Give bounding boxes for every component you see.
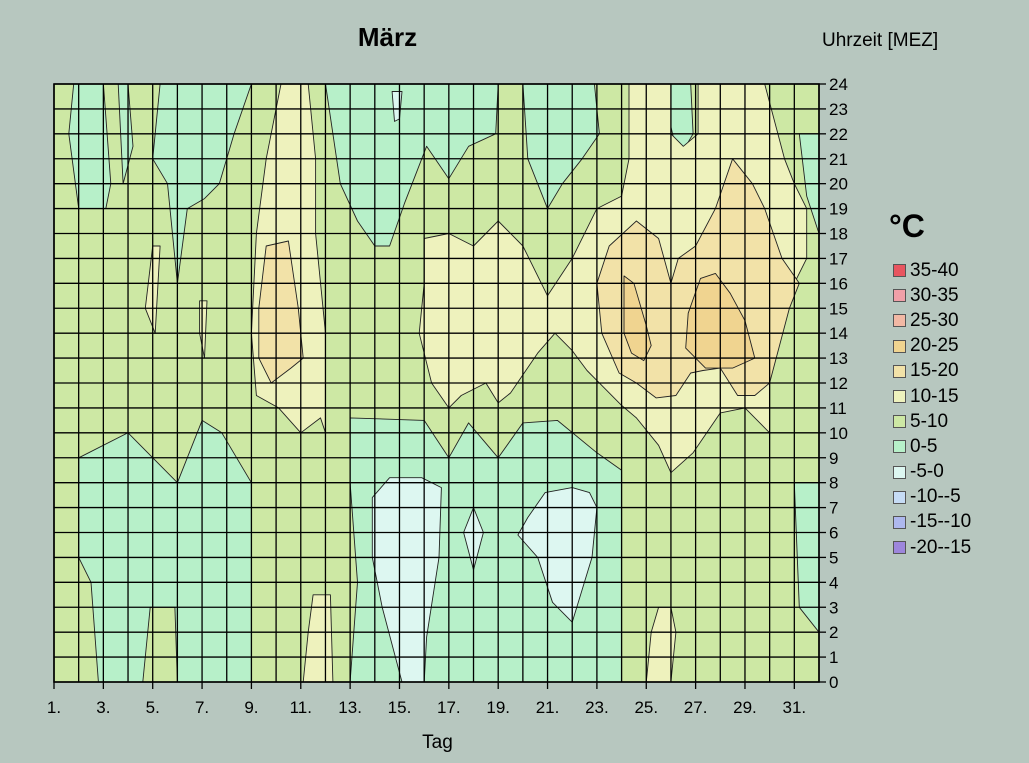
y-tick-label: 17 — [829, 249, 848, 268]
x-tick-label: 17. — [437, 698, 461, 717]
y-tick-label: 3 — [829, 598, 838, 617]
legend-item: 30-35 — [893, 283, 971, 308]
contour-region-15-20 — [258, 240, 304, 384]
legend-swatch — [893, 264, 906, 278]
legend-label: -15--10 — [910, 511, 972, 533]
legend: 35-40 30-35 25-30 20-25 15-20 10-15 5-10 0-5 -5-… — [893, 258, 971, 560]
legend-label: 0-5 — [910, 435, 938, 457]
legend-item: -15--10 — [893, 510, 971, 535]
legend-swatch — [893, 390, 906, 404]
x-tick-label: 19. — [486, 698, 510, 717]
legend-swatch — [893, 289, 906, 303]
chart-title: März — [357, 22, 418, 52]
y-tick-label: 8 — [829, 474, 838, 493]
legend-item: 0-5 — [893, 434, 971, 459]
legend-item: 5-10 — [893, 409, 971, 434]
legend-item: 10-15 — [893, 384, 971, 409]
legend-swatch — [893, 465, 906, 479]
y-tick-label: 15 — [829, 299, 848, 318]
x-tick-label: 25. — [634, 698, 658, 717]
legend-item: 15-20 — [893, 359, 971, 384]
legend-item: -20--15 — [893, 535, 971, 560]
contour-region-20-25 — [623, 275, 652, 362]
x-tick-label: 15. — [388, 698, 412, 717]
y-tick-label: 19 — [829, 200, 848, 219]
y-tick-label: 1 — [829, 648, 838, 667]
y-tick-label: 20 — [829, 175, 848, 194]
legend-item: -10--5 — [893, 485, 971, 510]
y-tick-label: 24 — [829, 75, 848, 94]
legend-swatch — [893, 415, 906, 429]
x-tick-label: 13. — [338, 698, 362, 717]
y-tick-label: 9 — [829, 449, 838, 468]
legend-label: 35-40 — [910, 259, 959, 281]
y-tick-label: 5 — [829, 548, 838, 567]
x-tick-label: 5. — [146, 698, 160, 717]
y-tick-label: 7 — [829, 499, 838, 518]
legend-title: °C — [889, 208, 925, 244]
x-tick-label: 31. — [783, 698, 807, 717]
legend-item: 35-40 — [893, 258, 971, 283]
legend-label: 20-25 — [910, 335, 959, 357]
y-tick-label: 13 — [829, 349, 848, 368]
legend-swatch — [893, 364, 906, 378]
x-tick-label: 7. — [195, 698, 209, 717]
legend-swatch — [893, 440, 906, 454]
y-tick-label: 10 — [829, 424, 848, 443]
y-tick-label: 4 — [829, 573, 838, 592]
legend-label: -10--5 — [910, 486, 961, 508]
legend-swatch — [893, 541, 906, 555]
legend-swatch — [893, 490, 906, 504]
legend-label: -5-0 — [910, 461, 944, 483]
legend-label: 30-35 — [910, 284, 959, 306]
legend-label: 15-20 — [910, 360, 959, 382]
x-tick-label: 1. — [47, 698, 61, 717]
y-tick-label: 22 — [829, 125, 848, 144]
legend-item: -5-0 — [893, 460, 971, 485]
x-tick-label: 27. — [684, 698, 708, 717]
contour-region-0-5 — [325, 83, 499, 247]
y-tick-label: 18 — [829, 225, 848, 244]
legend-label: 10-15 — [910, 385, 959, 407]
x-tick-label: 11. — [290, 698, 312, 717]
x-axis-label: Tag — [422, 732, 453, 753]
x-tick-label: 9. — [244, 698, 258, 717]
y-tick-label: 6 — [829, 524, 838, 543]
y-tick-label: 0 — [829, 673, 838, 692]
y-tick-label: 21 — [829, 150, 848, 169]
legend-item: 20-25 — [893, 334, 971, 359]
legend-label: 5-10 — [910, 410, 949, 432]
y-tick-label: 12 — [829, 374, 848, 393]
x-tick-label: 21. — [536, 698, 560, 717]
y-tick-label: 23 — [829, 100, 848, 119]
y-tick-label: 16 — [829, 274, 848, 293]
legend-item: 25-30 — [893, 308, 971, 333]
legend-label: 25-30 — [910, 309, 959, 331]
y-tick-label: 11 — [829, 399, 847, 418]
legend-swatch — [893, 515, 906, 529]
legend-swatch — [893, 314, 906, 328]
x-tick-label: 3. — [96, 698, 110, 717]
x-tick-label: 23. — [585, 698, 609, 717]
legend-label: -20--15 — [910, 536, 972, 558]
y-tick-label: 2 — [829, 623, 838, 642]
x-tick-label: 29. — [733, 698, 757, 717]
legend-swatch — [893, 339, 906, 353]
y-axis-label: Uhrzeit [MEZ] — [822, 30, 939, 51]
y-tick-label: 14 — [829, 324, 848, 343]
